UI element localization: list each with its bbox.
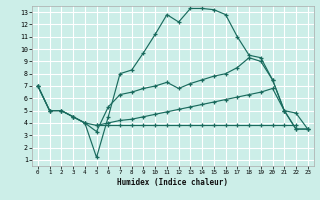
X-axis label: Humidex (Indice chaleur): Humidex (Indice chaleur) [117,178,228,187]
